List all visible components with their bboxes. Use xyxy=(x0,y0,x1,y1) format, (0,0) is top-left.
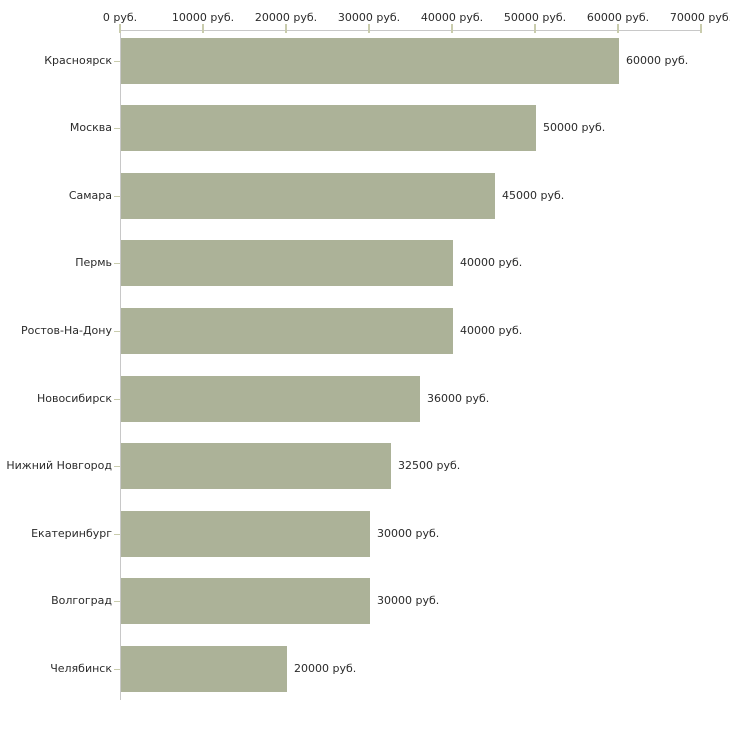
category-label: Челябинск xyxy=(50,661,112,675)
x-axis-tick-mark xyxy=(617,24,619,33)
x-axis-line xyxy=(120,30,702,31)
x-tick-label: 10000 руб. xyxy=(171,11,235,24)
y-axis-line xyxy=(120,30,121,700)
value-label: 45000 руб. xyxy=(502,188,565,202)
bar xyxy=(121,375,420,422)
x-axis-tick-mark xyxy=(700,24,702,33)
category-label: Волгоград xyxy=(51,594,112,608)
y-axis-tick-mark xyxy=(114,399,120,400)
value-label: 20000 руб. xyxy=(294,661,357,675)
bar xyxy=(121,578,370,625)
y-axis-tick-mark xyxy=(114,61,120,62)
x-axis-tick-mark xyxy=(202,24,204,33)
x-axis-tick-mark xyxy=(368,24,370,33)
category-label: Нижний Новгород xyxy=(6,459,112,473)
y-axis-tick-mark xyxy=(114,128,120,129)
value-label: 40000 руб. xyxy=(460,256,523,270)
x-axis-tick-mark xyxy=(534,24,536,33)
value-label: 36000 руб. xyxy=(427,391,490,405)
y-axis-tick-mark xyxy=(114,534,120,535)
y-axis-tick-mark xyxy=(114,331,120,332)
y-axis-tick-mark xyxy=(114,601,120,602)
category-label: Самара xyxy=(68,188,112,202)
bar xyxy=(121,37,619,84)
bar xyxy=(121,645,287,692)
x-tick-label: 70000 руб. xyxy=(669,11,730,24)
category-label: Красноярск xyxy=(44,53,112,67)
value-label: 30000 руб. xyxy=(377,594,440,608)
x-tick-label: 60000 руб. xyxy=(586,11,650,24)
x-tick-label: 50000 руб. xyxy=(503,11,567,24)
bar xyxy=(121,105,536,152)
bar xyxy=(121,172,495,219)
x-axis-tick-mark xyxy=(451,24,453,33)
category-label: Москва xyxy=(69,121,112,135)
y-axis-tick-mark xyxy=(114,263,120,264)
x-tick-label: 30000 руб. xyxy=(337,11,401,24)
x-tick-label: 0 руб. xyxy=(102,11,138,24)
x-tick-label: 40000 руб. xyxy=(420,11,484,24)
value-label: 40000 руб. xyxy=(460,323,523,337)
y-axis-tick-mark xyxy=(114,669,120,670)
category-label: Пермь xyxy=(75,256,112,270)
x-axis-tick-mark xyxy=(285,24,287,33)
bar xyxy=(121,510,370,557)
category-label: Ростов-На-Дону xyxy=(20,323,112,337)
value-label: 50000 руб. xyxy=(543,121,606,135)
value-label: 30000 руб. xyxy=(377,526,440,540)
category-label: Екатеринбург xyxy=(31,526,112,540)
value-label: 32500 руб. xyxy=(398,459,461,473)
bar xyxy=(121,240,453,287)
y-axis-tick-mark xyxy=(114,466,120,467)
x-axis-tick-mark xyxy=(119,24,121,33)
bar xyxy=(121,307,453,354)
y-axis-tick-mark xyxy=(114,196,120,197)
value-label: 60000 руб. xyxy=(626,53,689,67)
category-label: Новосибирск xyxy=(36,391,112,405)
bar xyxy=(121,443,391,490)
x-tick-label: 20000 руб. xyxy=(254,11,318,24)
